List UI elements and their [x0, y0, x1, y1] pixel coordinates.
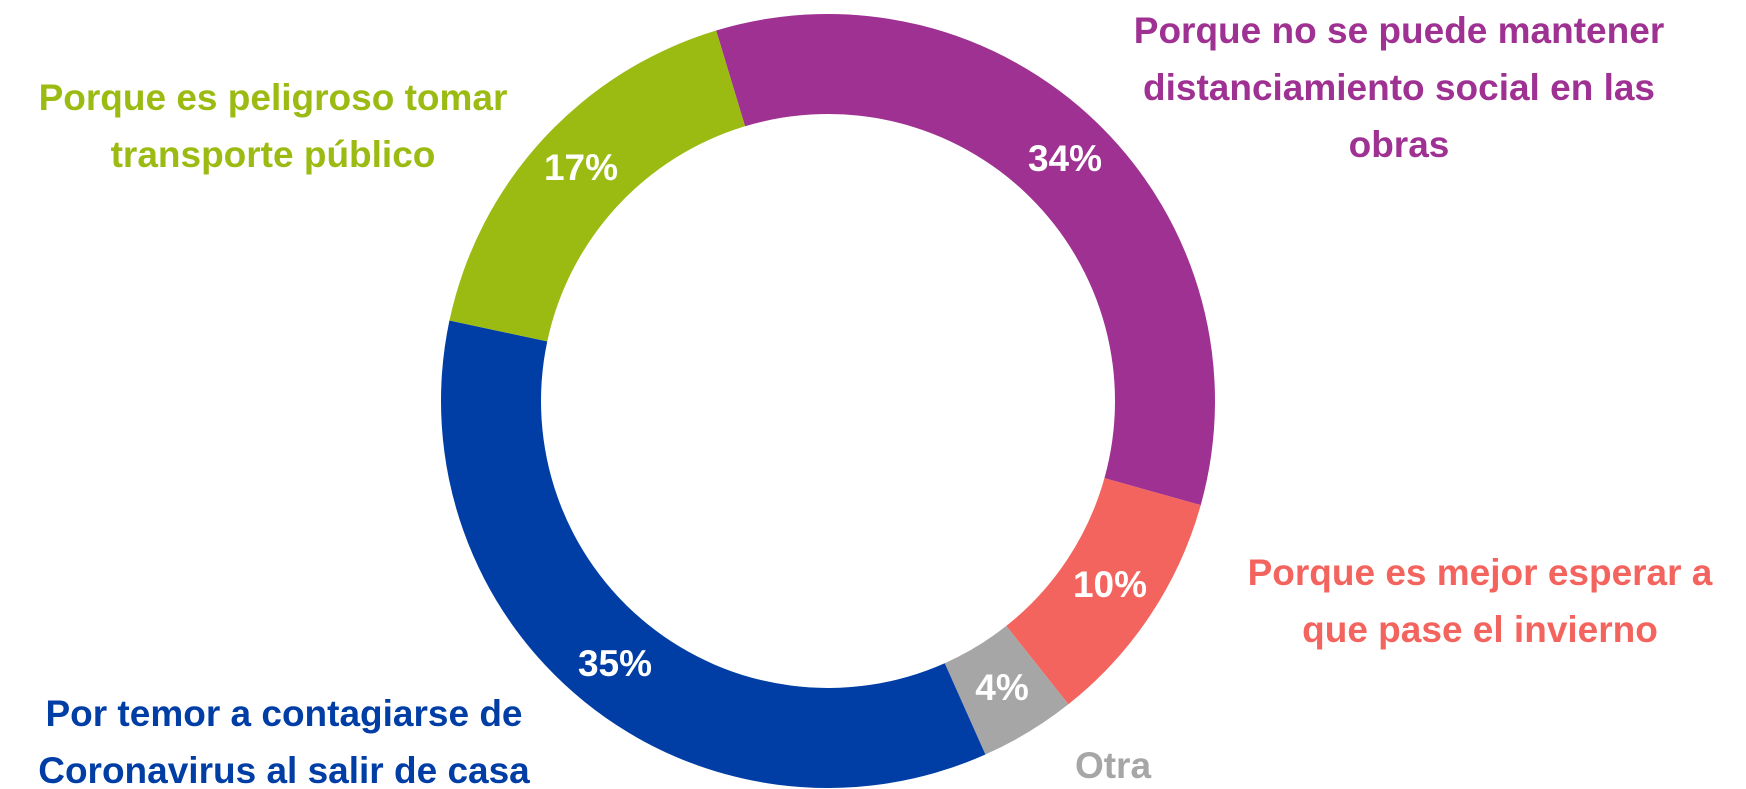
category-label: Porque es mejor esperar a	[1248, 552, 1713, 593]
category-label: Porque no se puede mantener	[1134, 10, 1664, 51]
value-label: 35%	[578, 643, 652, 684]
donut-slice	[449, 30, 746, 342]
category-label: distanciamiento social en las	[1143, 67, 1655, 108]
category-label: Por temor a contagiarse de	[45, 693, 522, 734]
category-label: obras	[1349, 124, 1450, 165]
donut-slice	[440, 320, 986, 788]
value-label: 4%	[975, 667, 1028, 708]
donut-slice	[944, 625, 1069, 755]
category-label: Porque es peligroso tomar	[39, 77, 508, 118]
donut-slice	[716, 14, 1215, 506]
category-label: que pase el invierno	[1302, 609, 1658, 650]
value-label: 17%	[544, 147, 618, 188]
value-label: 34%	[1028, 138, 1102, 179]
value-label: 10%	[1073, 564, 1147, 605]
category-label: Coronavirus al salir de casa	[38, 750, 530, 789]
donut-slice	[1006, 478, 1201, 705]
category-label: Otra	[1075, 745, 1152, 786]
category-label: transporte público	[111, 134, 436, 175]
